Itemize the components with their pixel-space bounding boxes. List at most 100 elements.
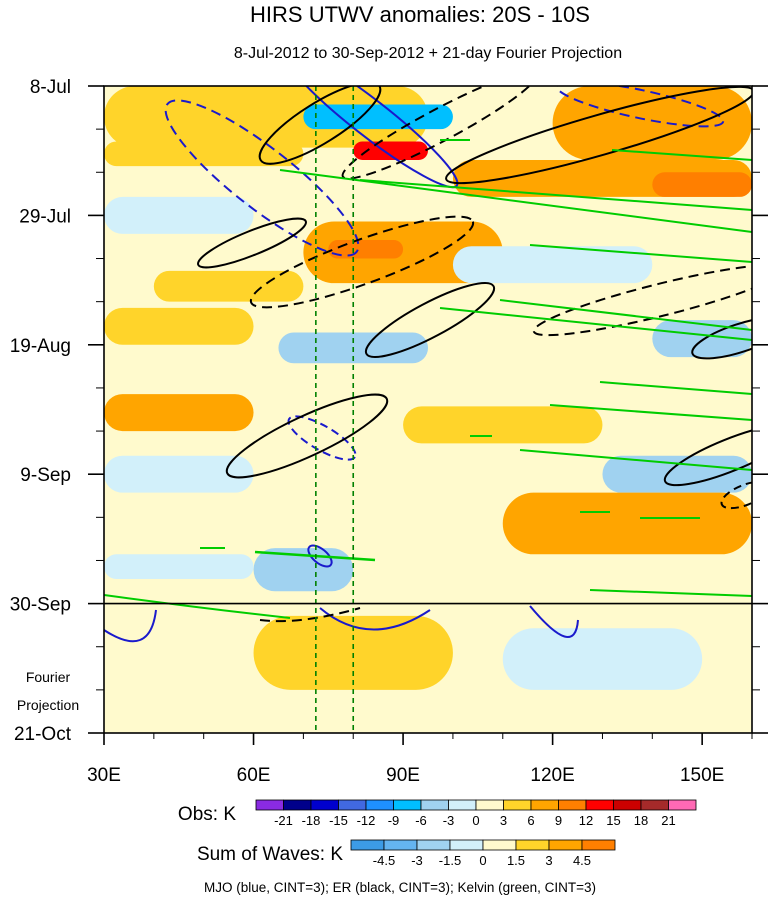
kelvin-contour: [529, 244, 752, 263]
anomaly-band: [104, 307, 254, 345]
anomaly-band: [153, 270, 304, 302]
colorbar-swatch: [640, 799, 669, 811]
colorbar-tick-label: 4.5: [573, 853, 591, 868]
colorbar-tick-label: -6: [415, 813, 427, 828]
colorbar-tick-label: 6: [527, 813, 534, 828]
projection-label-line1: Fourier: [26, 669, 71, 685]
anomaly-band: [303, 104, 453, 130]
er-contour: [197, 217, 307, 269]
colorbar-swatch: [448, 799, 477, 811]
er-contour: [249, 215, 475, 309]
colorbar-swatch: [393, 799, 422, 811]
er-contour: [691, 316, 752, 360]
colorbar-tick-label: 21: [661, 813, 675, 828]
colorbar-tick-label: -12: [357, 813, 376, 828]
colorbar-swatch: [365, 799, 394, 811]
anomaly-band: [502, 628, 703, 690]
y-tick-label: 19-Aug: [10, 336, 71, 357]
colorbar-swatch: [530, 799, 559, 811]
anomaly-band: [502, 492, 752, 555]
wave-legend-note: MJO (blue, CINT=3); ER (black, CINT=3); …: [204, 880, 596, 895]
waves-colorbar: -4.5 -3 -1.5 0 1.5 3 4.5: [350, 839, 616, 868]
anomaly-band: [652, 172, 752, 197]
kelvin-contour: [519, 449, 752, 471]
colorbar-tick-label: -18: [302, 813, 321, 828]
anomaly-band: [652, 320, 752, 358]
chart-subtitle: 8-Jul-2012 to 30-Sep-2012 + 21-day Fouri…: [234, 45, 622, 62]
colorbar-tick-label: 0: [479, 853, 486, 868]
colorbar-tick-label: -15: [329, 813, 348, 828]
x-tick-label: 150E: [680, 765, 724, 786]
mjo-contour: [281, 86, 459, 189]
colorbar-swatch: [482, 839, 517, 851]
colorbar-swatch: [420, 799, 449, 811]
colorbar-swatch: [255, 799, 284, 811]
colorbar-tick-label: 9: [555, 813, 562, 828]
er-contour: [258, 86, 382, 165]
mjo-contour: [555, 86, 725, 128]
colorbar-tick-label: -3: [443, 813, 455, 828]
colorbar-tick-label: -1.5: [439, 853, 461, 868]
anomaly-band: [353, 141, 428, 160]
er-contour: [364, 282, 496, 358]
x-tick-label: 30E: [87, 765, 121, 786]
wave-contours: [104, 86, 752, 643]
anomaly-band: [104, 455, 254, 493]
anomaly-band: [104, 394, 254, 432]
kelvin-contour: [589, 589, 752, 597]
y-tick-label: 8-Jul: [30, 77, 71, 98]
anomaly-band: [104, 554, 254, 579]
waves-colorbar-label: Sum of Waves: K: [197, 844, 343, 865]
x-tick-label: 60E: [237, 765, 271, 786]
colorbar-tick-label: 18: [634, 813, 648, 828]
anomaly-band: [104, 196, 254, 234]
colorbar-swatch: [475, 799, 504, 811]
anomaly-band: [403, 406, 603, 444]
chart-title: HIRS UTWV anomalies: 20S - 10S: [250, 2, 590, 27]
kelvin-contour: [254, 550, 376, 562]
y-tick-label: 9-Sep: [20, 465, 71, 486]
mjo-contour: [319, 607, 431, 631]
colorbar-swatch: [338, 799, 367, 811]
kelvin-contour: [611, 149, 752, 161]
plot-area: [104, 86, 752, 733]
colorbar-tick-label: 3: [545, 853, 552, 868]
anomaly-band: [253, 615, 453, 690]
y-axis: 8-Jul 29-Jul 19-Aug 9-Sep 30-Sep 21-Oct: [10, 77, 768, 745]
colorbar-swatch: [503, 799, 532, 811]
x-tick-label: 120E: [530, 765, 574, 786]
colorbar-tick-label: 1.5: [507, 853, 525, 868]
mjo-contour: [529, 605, 579, 638]
colorbar-swatch: [548, 839, 583, 851]
er-contour: [259, 607, 361, 623]
anomaly-band: [452, 246, 653, 284]
y-tick-label: 30-Sep: [10, 595, 71, 616]
colorbar-tick-label: 15: [606, 813, 620, 828]
colorbar-tick-label: 0: [472, 813, 479, 828]
anomaly-band: [253, 548, 354, 592]
colorbar-swatch: [515, 839, 550, 851]
colorbar-tick-label: 3: [500, 813, 507, 828]
colorbar-tick-label: -4.5: [373, 853, 395, 868]
colorbar-tick-label: -9: [388, 813, 400, 828]
kelvin-contour: [499, 299, 752, 331]
kelvin-contour: [279, 169, 752, 233]
mjo-contour: [307, 544, 333, 568]
colorbar-swatch: [310, 799, 339, 811]
projection-label-line2: Projection: [17, 697, 79, 713]
y-tick-label: 21-Oct: [14, 724, 72, 745]
colorbar-tick-label: -21: [274, 813, 293, 828]
y-tick-label: 29-Jul: [19, 206, 71, 227]
obs-colorbar: -21 -18 -15 -12 -9 -6 -3 0 3 6 9 12 15 18 21: [255, 799, 697, 828]
er-contour: [532, 263, 752, 337]
anomaly-band: [552, 86, 752, 160]
colorbar-swatch: [585, 799, 614, 811]
er-contour: [225, 393, 389, 479]
mjo-contour: [164, 99, 360, 257]
colorbar-swatch: [416, 839, 451, 851]
colorbar-tick-label: 12: [579, 813, 593, 828]
obs-colorbar-label: Obs: K: [178, 804, 236, 825]
kelvin-contour: [104, 594, 291, 619]
anomaly-band: [602, 455, 752, 493]
